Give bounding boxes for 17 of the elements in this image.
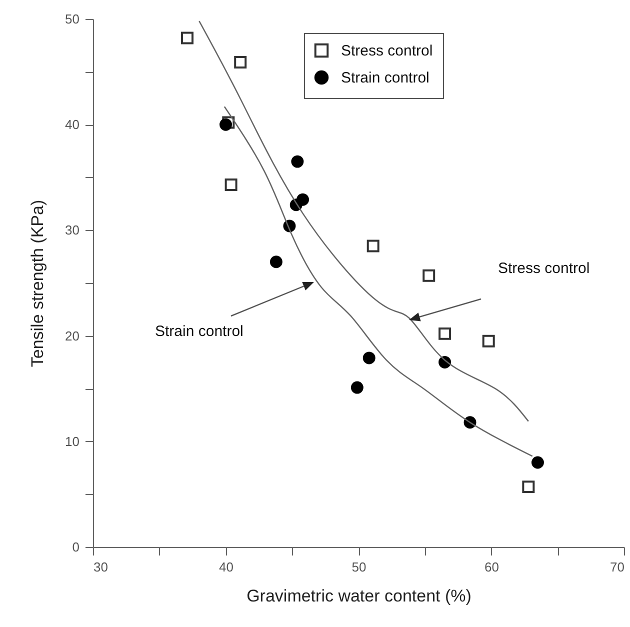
y-axis-title: Tensile strength (KPa) [28, 200, 48, 368]
x-tick-label: 30 [94, 560, 108, 574]
y-tick-label: 50 [65, 12, 80, 26]
legend-label: Stress control [341, 42, 433, 60]
x-tick-label: 60 [484, 560, 499, 574]
y-tick-label: 10 [65, 434, 80, 449]
x-tick-label: 40 [219, 560, 234, 574]
y-tick-label: 30 [65, 222, 80, 238]
x-axis-title: Gravimetric water content (%) [246, 586, 472, 606]
y-tick-label: 0 [72, 540, 80, 554]
x-tick-label: 70 [610, 560, 624, 574]
annotation: Stress control [498, 260, 590, 277]
legend-label: Strain control [341, 70, 430, 86]
annotation: Strain control [155, 323, 244, 340]
y-tick-label: 40 [65, 117, 80, 132]
x-tick-label: 50 [352, 560, 366, 574]
y-tick-label: 20 [65, 328, 80, 344]
